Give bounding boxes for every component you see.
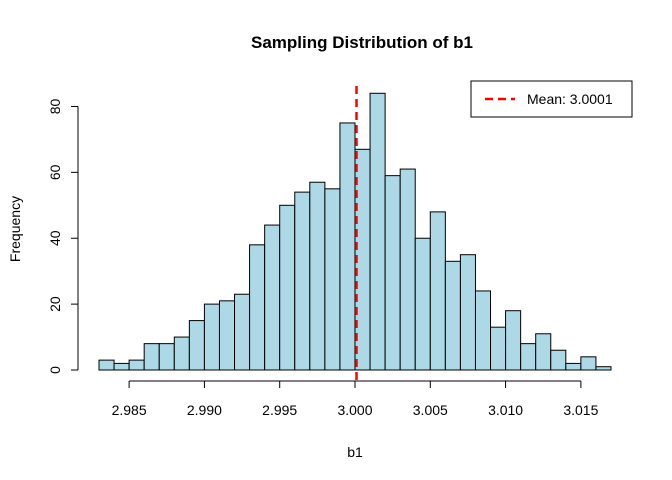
histogram-bar: [158, 343, 175, 371]
histogram-bar: [535, 333, 552, 371]
histogram-bar: [490, 326, 507, 371]
histogram-bar: [173, 336, 190, 371]
y-tick-label: 40: [47, 230, 63, 246]
x-tick-label: 3.000: [337, 402, 372, 418]
histogram-bar: [128, 359, 145, 371]
histogram-bar: [98, 359, 115, 371]
histogram-bar: [520, 343, 537, 371]
x-tick-label: 2.995: [262, 402, 297, 418]
y-axis-label: Frequency: [7, 196, 23, 262]
x-tick-label: 2.985: [112, 402, 147, 418]
histogram-bar: [399, 168, 416, 371]
histogram-bar: [324, 188, 341, 371]
x-tick-label: 3.015: [563, 402, 598, 418]
y-tick-label: 60: [47, 164, 63, 180]
histogram-bar: [369, 92, 386, 371]
histogram-bar: [429, 211, 446, 371]
chart-title: Sampling Distribution of b1: [251, 33, 473, 52]
y-axis: 0 20 40 60 80: [47, 98, 79, 374]
histogram-bar: [113, 362, 130, 371]
histogram-bar: [550, 349, 567, 371]
x-tick-label: 3.005: [413, 402, 448, 418]
histogram-bar: [474, 290, 492, 371]
histogram-bar: [279, 204, 296, 371]
x-axis: 2.985 2.990 2.995 3.000 3.005 3.010 3.015: [112, 380, 599, 418]
histogram-bar: [264, 224, 281, 371]
histogram-bar: [218, 300, 236, 371]
histogram-bar: [595, 366, 612, 371]
histogram-bar: [459, 254, 476, 371]
histogram-bar: [249, 244, 266, 371]
histogram-bar: [414, 237, 431, 371]
histogram-bar: [505, 310, 522, 371]
legend-mean-label: Mean: 3.0001: [527, 91, 613, 107]
histogram-bar: [203, 303, 220, 371]
histogram-bar: [444, 260, 461, 371]
histogram-bar: [384, 175, 401, 371]
y-tick-label: 0: [47, 366, 63, 374]
histogram-bar: [188, 320, 205, 371]
histogram-bar: [309, 181, 326, 371]
legend-box: [470, 80, 633, 118]
histogram-bar: [234, 293, 251, 371]
histogram-bar: [339, 122, 356, 371]
x-axis-label: b1: [347, 444, 363, 460]
y-tick-label: 80: [47, 98, 63, 114]
histogram-bar: [294, 191, 311, 371]
y-tick-label: 20: [47, 296, 63, 312]
x-tick-label: 3.010: [488, 402, 523, 418]
histogram-bar: [565, 362, 582, 371]
legend: Mean: 3.0001: [470, 80, 633, 118]
histogram-bar: [580, 356, 597, 371]
x-tick-label: 2.990: [187, 402, 222, 418]
histogram-bars: [98, 92, 612, 371]
histogram-bar: [143, 343, 160, 371]
